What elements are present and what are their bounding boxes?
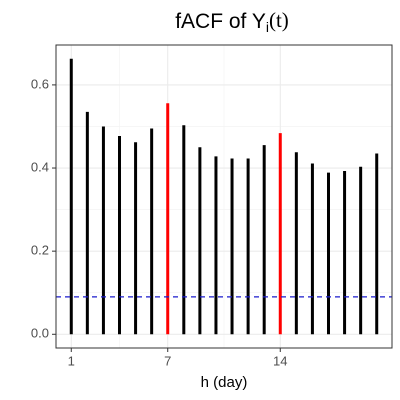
panel-border <box>55 44 393 349</box>
x-tick-label: 1 <box>68 353 75 368</box>
title-arg: (t) <box>269 8 289 32</box>
chart-title: fACF of Yi(t) <box>175 8 289 35</box>
title-subscript: i <box>266 19 269 35</box>
x-tick-label: 7 <box>164 353 171 368</box>
y-tick-label: 0.0 <box>31 326 49 341</box>
x-axis-label: h (day) <box>201 374 248 391</box>
y-tick-label: 0.2 <box>31 243 49 258</box>
x-tick-label: 14 <box>273 353 287 368</box>
y-tick-label: 0.4 <box>31 159 49 174</box>
title-main: fACF of Y <box>175 10 266 33</box>
y-tick-label: 0.6 <box>31 76 49 91</box>
